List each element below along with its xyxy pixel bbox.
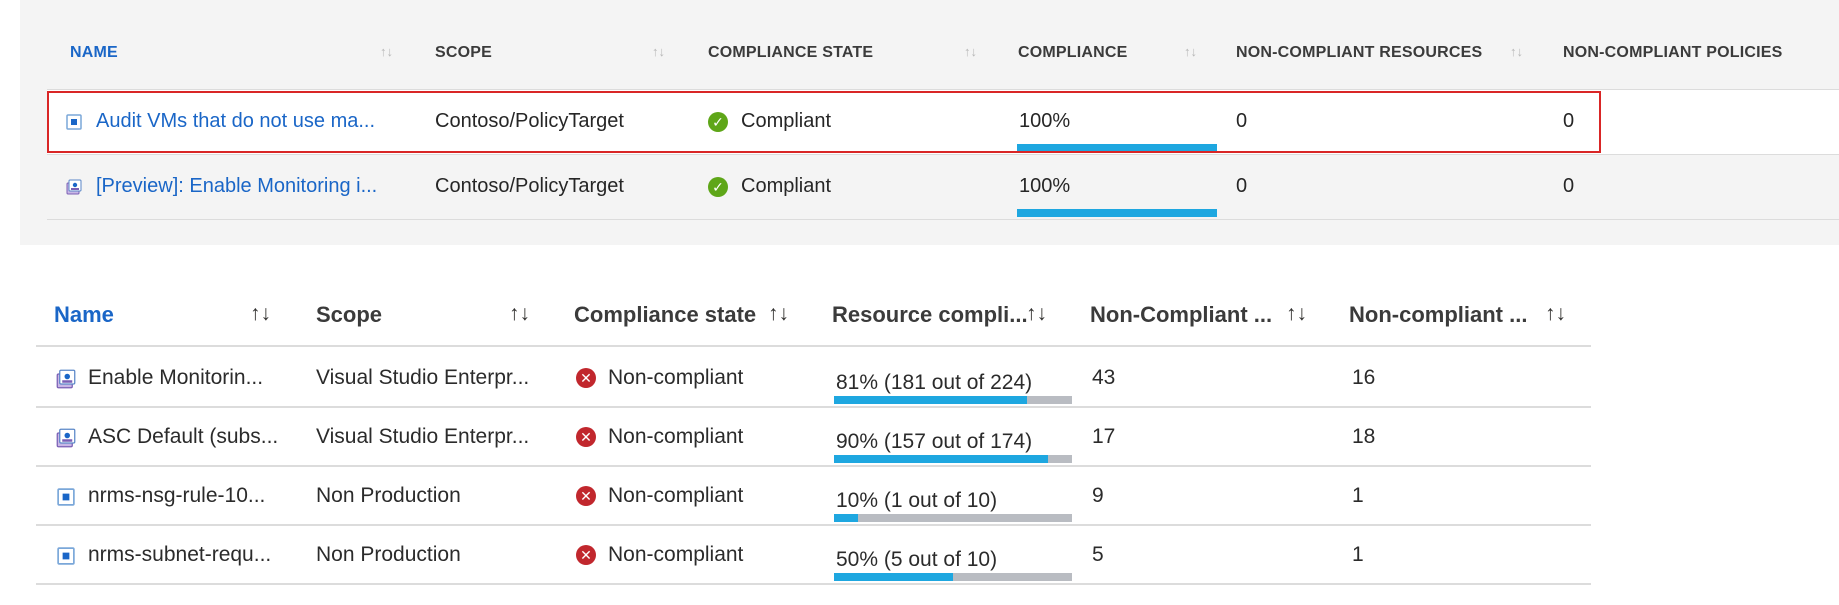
non-compliant-error-icon: ✕ [576, 427, 596, 447]
non-compliant-policies-cell: 1 [1352, 484, 1364, 507]
compliance-progress-fill [1017, 209, 1217, 217]
compliance-state-cell: Compliant [741, 175, 832, 197]
header-resource-compliance[interactable]: Resource compli... [832, 302, 1028, 327]
policy-name-link[interactable]: Audit VMs that do not use ma... [96, 110, 376, 132]
initiative-icon [56, 369, 76, 389]
compliance-progress-fill [1017, 144, 1217, 152]
resource-compliance-text: 81% (181 out of 224) [836, 371, 1033, 394]
header-compliance-state[interactable]: COMPLIANCE STATE [708, 44, 874, 61]
non-compliant-resources-cell: 0 [1236, 110, 1248, 132]
row-divider [36, 465, 1591, 467]
header-non-compliant-resources[interactable]: NON-COMPLIANT RESOURCES [1236, 44, 1483, 61]
selected-row-highlight [47, 91, 1601, 153]
compliance-percent: 100% [1019, 175, 1071, 197]
non-compliant-resources-cell: 9 [1092, 484, 1104, 507]
resource-compliance-bar [834, 455, 1072, 463]
table-row[interactable] [47, 90, 1839, 154]
compliance-percent: 100% [1019, 110, 1071, 132]
non-compliant-policies-cell: 0 [1563, 110, 1575, 132]
compliance-state-cell: Non-compliant [608, 425, 744, 448]
non-compliant-error-icon: ✕ [576, 486, 596, 506]
policy-name-link[interactable]: Enable Monitorin... [88, 366, 264, 389]
compliance-state-cell: Non-compliant [608, 366, 744, 389]
policy-name-link[interactable]: [Preview]: Enable Monitoring i... [96, 175, 378, 197]
policy-definition-icon [57, 547, 75, 565]
scope-cell: Contoso/PolicyTarget [435, 175, 624, 197]
compliant-check-icon: ✓ [708, 112, 728, 132]
non-compliant-policies-cell: 0 [1563, 175, 1575, 197]
sort-icon[interactable]: ↑↓ [1545, 302, 1566, 325]
header-compliance[interactable]: COMPLIANCE [1018, 44, 1128, 61]
non-compliant-policies-cell: 16 [1352, 366, 1376, 389]
sort-icon[interactable]: ↑↓ [1286, 302, 1307, 325]
row-divider [36, 524, 1591, 526]
sort-icon[interactable]: ↑↓ [652, 44, 665, 59]
header-scope[interactable]: SCOPE [435, 44, 493, 61]
row-divider [36, 345, 1591, 347]
non-compliant-resources-cell: 17 [1092, 425, 1116, 448]
policy-name-link[interactable]: ASC Default (subs... [88, 425, 279, 448]
row-divider [47, 89, 1839, 90]
non-compliant-policies-cell: 18 [1352, 425, 1376, 448]
non-compliant-policies-cell: 1 [1352, 543, 1364, 566]
compliance-state-cell: Non-compliant [608, 543, 744, 566]
resource-compliance-fill [834, 514, 858, 522]
compliance-progress-bar [1017, 144, 1217, 152]
row-divider [47, 154, 1839, 155]
header-non-compliant-policies[interactable]: Non-compliant ... [1349, 302, 1528, 327]
header-scope[interactable]: Scope [316, 302, 383, 327]
compliant-check-icon: ✓ [708, 177, 728, 197]
scope-cell: Visual Studio Enterpr... [316, 366, 530, 389]
row-divider [47, 219, 1839, 220]
resource-compliance-fill [834, 455, 1049, 463]
compliance-progress-bar [1017, 209, 1217, 217]
non-compliant-resources-cell: 5 [1092, 543, 1104, 566]
sort-icon[interactable]: ↑↓ [1026, 302, 1047, 325]
compliance-state-cell: Non-compliant [608, 484, 744, 507]
policy-definition-icon [57, 488, 75, 506]
header-non-compliant-resources[interactable]: Non-Compliant ... [1090, 302, 1273, 327]
initiative-icon [56, 428, 76, 448]
header-non-compliant-policies[interactable]: NON-COMPLIANT POLICIES [1563, 44, 1783, 61]
sort-icon[interactable]: ↑↓ [1510, 44, 1523, 59]
sort-icon[interactable]: ↑↓ [250, 302, 271, 325]
row-divider [36, 583, 1591, 585]
scope-cell: Non Production [316, 484, 461, 507]
resource-compliance-text: 50% (5 out of 10) [836, 548, 998, 571]
header-compliance-state[interactable]: Compliance state [574, 302, 757, 327]
table-row[interactable] [47, 155, 1839, 219]
row-divider [36, 406, 1591, 408]
sort-icon[interactable]: ↑↓ [509, 302, 530, 325]
policy-definition-icon [66, 114, 82, 130]
header-name[interactable]: Name [54, 302, 114, 327]
compliance-state-cell: Compliant [741, 110, 832, 132]
resource-compliance-bar [834, 514, 1072, 522]
header-name[interactable]: NAME [70, 44, 118, 61]
sort-icon[interactable]: ↑↓ [768, 302, 789, 325]
resource-compliance-fill [834, 573, 953, 581]
resource-compliance-text: 90% (157 out of 174) [836, 430, 1033, 453]
scope-cell: Non Production [316, 543, 461, 566]
non-compliant-resources-cell: 0 [1236, 175, 1248, 197]
policy-name-link[interactable]: nrms-nsg-rule-10... [88, 484, 266, 507]
resource-compliance-fill [834, 396, 1027, 404]
resource-compliance-text: 10% (1 out of 10) [836, 489, 998, 512]
resource-compliance-bar [834, 396, 1072, 404]
resource-compliance-bar [834, 573, 1072, 581]
scope-cell: Contoso/PolicyTarget [435, 110, 624, 132]
initiative-icon [66, 179, 82, 195]
non-compliant-error-icon: ✕ [576, 545, 596, 565]
non-compliant-error-icon: ✕ [576, 368, 596, 388]
sort-icon[interactable]: ↑↓ [964, 44, 977, 59]
sort-icon[interactable]: ↑↓ [1184, 44, 1197, 59]
non-compliant-resources-cell: 43 [1092, 366, 1116, 389]
sort-icon[interactable]: ↑↓ [380, 44, 393, 59]
scope-cell: Visual Studio Enterpr... [316, 425, 530, 448]
policy-name-link[interactable]: nrms-subnet-requ... [88, 543, 272, 566]
